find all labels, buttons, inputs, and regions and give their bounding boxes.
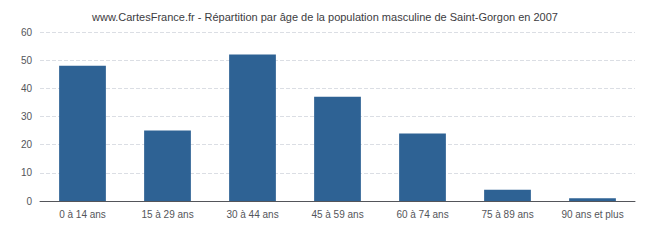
svg-text:20: 20 xyxy=(21,139,33,150)
svg-text:40: 40 xyxy=(21,83,33,94)
svg-text:50: 50 xyxy=(21,55,33,66)
svg-text:15 à 29 ans: 15 à 29 ans xyxy=(141,209,193,220)
svg-text:0: 0 xyxy=(26,196,32,207)
svg-text:30 à 44 ans: 30 à 44 ans xyxy=(226,209,278,220)
svg-text:0 à 14 ans: 0 à 14 ans xyxy=(59,209,106,220)
svg-text:90 ans et plus: 90 ans et plus xyxy=(561,209,623,220)
svg-text:60: 60 xyxy=(21,27,33,38)
svg-text:www.CartesFrance.fr - Répartit: www.CartesFrance.fr - Répartition par âg… xyxy=(91,11,558,23)
svg-text:75 à 89 ans: 75 à 89 ans xyxy=(481,209,533,220)
svg-text:45 à 59 ans: 45 à 59 ans xyxy=(311,209,363,220)
svg-text:60 à 74 ans: 60 à 74 ans xyxy=(396,209,448,220)
svg-text:30: 30 xyxy=(21,111,33,122)
svg-text:10: 10 xyxy=(21,167,33,178)
